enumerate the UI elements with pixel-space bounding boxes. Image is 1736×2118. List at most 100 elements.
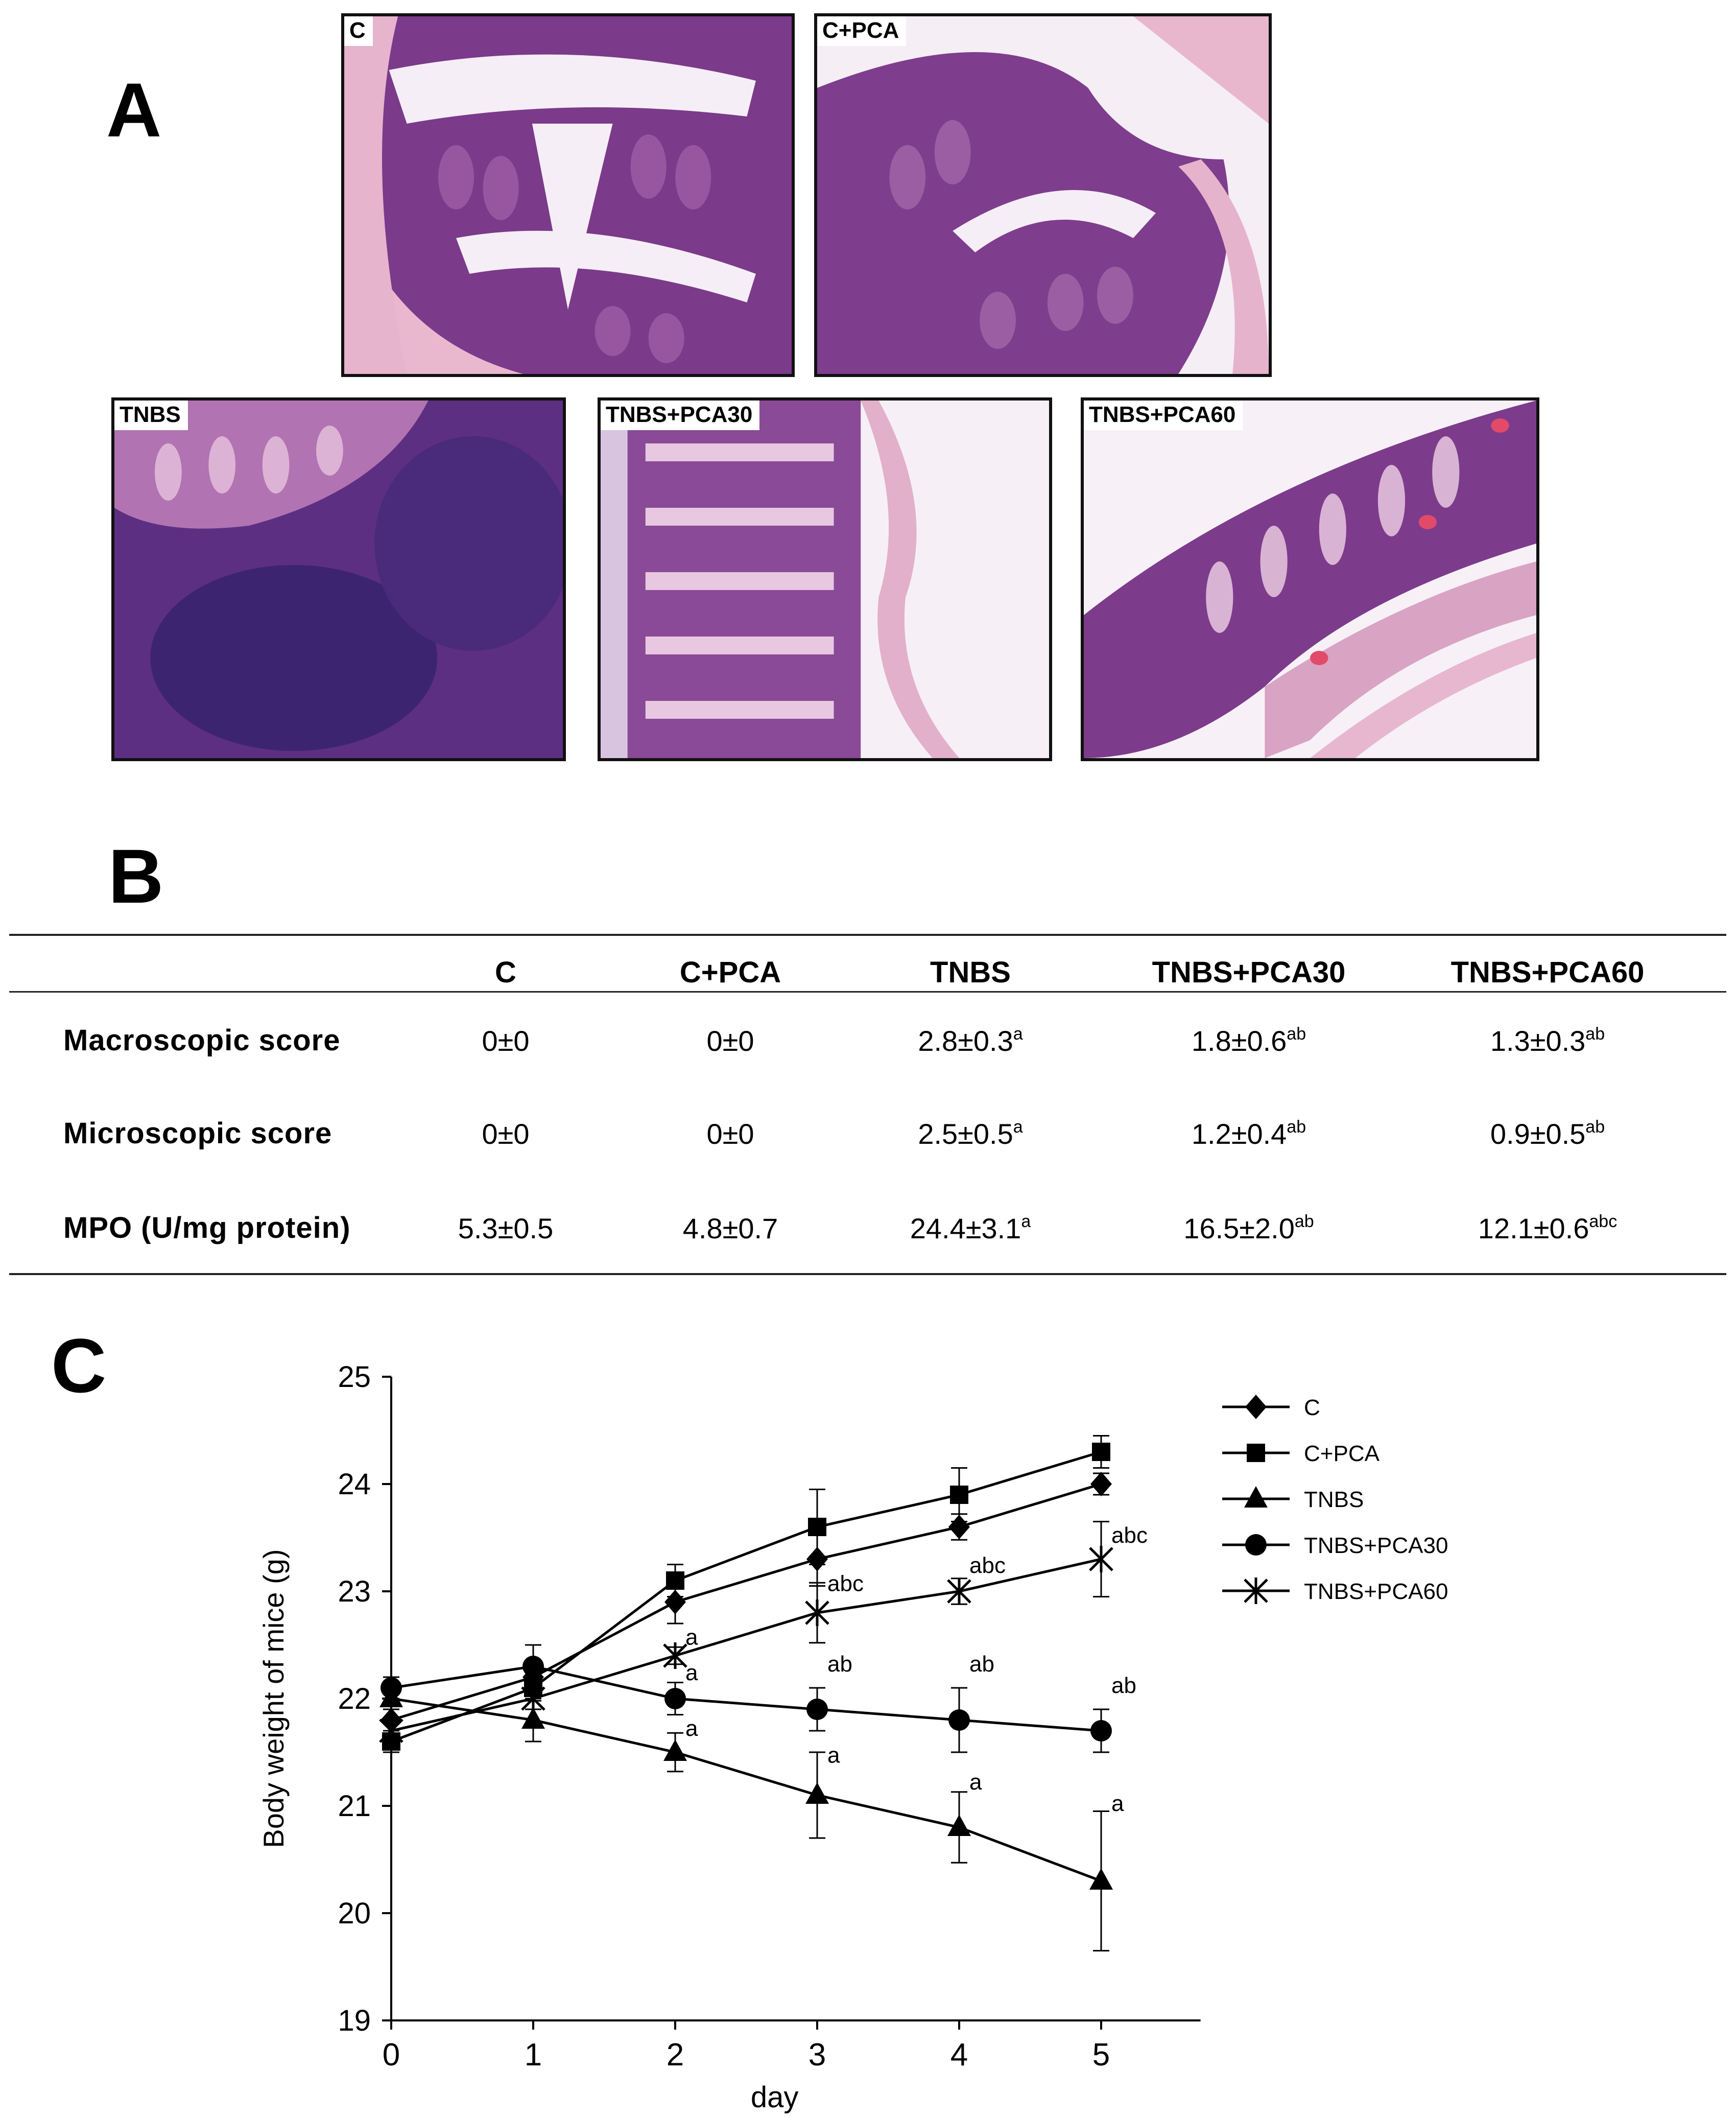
series-line <box>391 1558 1102 1732</box>
series-tnbs-pca60 <box>379 1521 1113 1744</box>
table-cell-value: 0±0 <box>706 1118 754 1150</box>
table-cell-significance: abc <box>1589 1212 1618 1231</box>
legend-marker <box>1244 1578 1268 1604</box>
table-cell: 0±0 <box>598 1027 863 1055</box>
table-cell-value: 2.5±0.5 <box>918 1118 1013 1150</box>
data-point <box>947 1815 971 1836</box>
legend-label: TNBS+PCA60 <box>1304 1579 1448 1604</box>
significance-annotation: ab <box>827 1652 852 1677</box>
table-cell-significance: a <box>1021 1212 1031 1231</box>
table-row-label: Macroscopic score <box>63 1024 341 1057</box>
legend-label: C <box>1304 1395 1320 1420</box>
data-point <box>381 1677 402 1699</box>
table-cell: 1.2±0.4ab <box>1116 1117 1382 1150</box>
x-tick-label: 3 <box>808 2037 826 2073</box>
significance-annotation: a <box>827 1743 840 1768</box>
significance-annotation: a <box>1111 1791 1124 1816</box>
micrograph-label: TNBS+PCA30 <box>601 401 760 431</box>
y-tick-label: 23 <box>338 1575 371 1608</box>
table-cell-value: 5.3±0.5 <box>458 1212 554 1244</box>
data-point <box>666 1571 684 1590</box>
data-point <box>805 1599 829 1626</box>
data-point <box>950 1486 968 1504</box>
tissue-image-tnbs-pca30 <box>601 401 1049 758</box>
series-c <box>381 1472 1112 1732</box>
table-cell: 4.8±0.7 <box>598 1214 863 1243</box>
tissue-image-control-pca <box>817 16 1269 374</box>
significance-annotation: ab <box>1111 1673 1136 1698</box>
table-cell-value: 0±0 <box>706 1025 754 1057</box>
table-cell: 12.1±0.6abc <box>1415 1212 1680 1243</box>
table-cell: 1.3±0.3ab <box>1415 1024 1680 1055</box>
y-tick-label: 21 <box>338 1790 371 1823</box>
table-header-cell: TNBS <box>930 956 1011 989</box>
table-cell-significance: ab <box>1585 1024 1605 1044</box>
y-axis-label: Body weight of mice (g) <box>257 1549 290 1848</box>
micrograph-tnbs-pca30: TNBS+PCA30 <box>598 397 1052 761</box>
tissue-image-tnbs-pca60 <box>1084 401 1536 758</box>
table-row-label: MPO (U/mg protein) <box>63 1211 351 1244</box>
table-cell-significance: ab <box>1294 1212 1314 1231</box>
data-point <box>806 1699 828 1720</box>
x-tick-label: 1 <box>525 2037 542 2073</box>
significance-annotation: a <box>685 1660 698 1685</box>
legend-marker <box>1247 1444 1265 1462</box>
table-cell: 5.3±0.5 <box>373 1214 638 1243</box>
y-tick-label: 24 <box>338 1468 371 1501</box>
data-point <box>805 1782 829 1804</box>
data-point <box>522 1656 544 1677</box>
data-point <box>663 1642 687 1669</box>
table-header-cell: TNBS+PCA60 <box>1450 956 1645 989</box>
panel-c-letter: C <box>51 1323 107 1408</box>
table-cell: 0±0 <box>373 1120 638 1148</box>
table-cell-value: 2.8±0.3 <box>918 1025 1013 1057</box>
table-cell-value: 16.5±2.0 <box>1183 1212 1295 1244</box>
table-cell-value: 0±0 <box>482 1118 530 1150</box>
data-point <box>1090 1472 1112 1496</box>
significance-annotation: a <box>685 1716 698 1741</box>
y-tick-label: 22 <box>338 1682 371 1715</box>
table-cell-significance: a <box>1013 1024 1023 1044</box>
table-cell: 16.5±2.0ab <box>1116 1212 1382 1244</box>
table-cell-value: 4.8±0.7 <box>682 1212 778 1244</box>
significance-annotation: a <box>685 1625 698 1650</box>
data-point <box>948 1709 970 1731</box>
series-line <box>391 1450 1102 1743</box>
x-tick-label: 2 <box>667 2037 684 2073</box>
y-tick-label: 20 <box>338 1897 371 1930</box>
data-point <box>521 1707 545 1729</box>
significance-annotation: abc <box>969 1553 1006 1578</box>
table-cell-significance: ab <box>1287 1024 1306 1044</box>
x-tick-label: 5 <box>1092 2037 1110 2073</box>
micrograph-control: C <box>341 13 795 377</box>
micrograph-tnbs-pca60: TNBS+PCA60 <box>1081 397 1539 761</box>
data-point <box>1092 1443 1110 1461</box>
micrograph-tnbs: TNBS <box>111 397 566 761</box>
table-cell-significance: ab <box>1287 1117 1306 1137</box>
x-axis-label: day <box>751 2081 799 2114</box>
table-cell-significance: a <box>1013 1117 1023 1137</box>
table-cell: 2.8±0.3a <box>838 1024 1103 1057</box>
legend-marker <box>1245 1395 1267 1419</box>
micrograph-control-pca: C+PCA <box>814 13 1272 377</box>
table-cell-value: 24.4±3.1 <box>910 1212 1021 1244</box>
table-cell: 0.9±0.5ab <box>1415 1118 1680 1148</box>
table-cell: 0±0 <box>598 1120 863 1148</box>
table-header-rule <box>9 991 1726 993</box>
table-cell-value: 1.2±0.4 <box>1191 1118 1287 1150</box>
data-point <box>947 1578 971 1605</box>
table-top-rule <box>9 934 1726 936</box>
x-tick-label: 4 <box>950 2037 968 2073</box>
table-cell: 24.4±3.1a <box>838 1212 1103 1244</box>
table-row-label: Microscopic score <box>63 1117 332 1150</box>
table-cell-value: 0±0 <box>482 1025 530 1057</box>
tissue-image-control <box>344 16 792 374</box>
table-header-cell: C <box>495 956 516 989</box>
x-tick-label: 0 <box>383 2037 400 2073</box>
data-point <box>1090 1720 1112 1742</box>
significance-annotation: abc <box>827 1571 864 1596</box>
data-point <box>808 1518 826 1536</box>
data-point <box>1089 1546 1113 1572</box>
